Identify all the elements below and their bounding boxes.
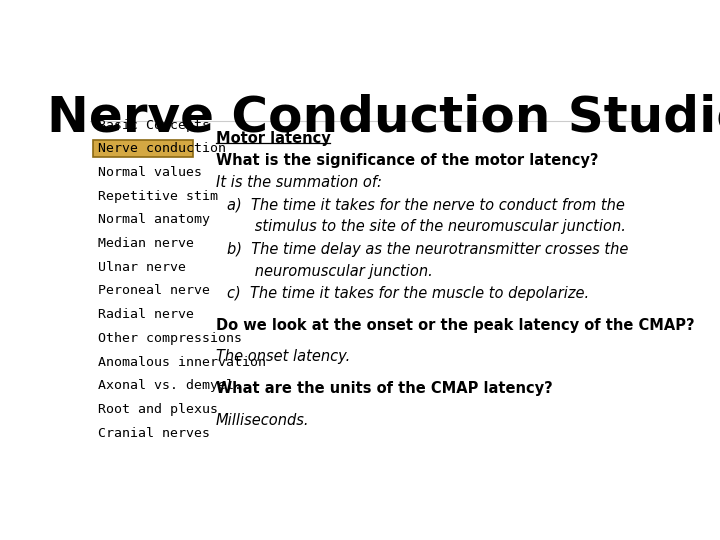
Text: Axonal vs. demyel.: Axonal vs. demyel. <box>99 379 243 392</box>
Text: Do we look at the onset or the peak latency of the CMAP?: Do we look at the onset or the peak late… <box>215 318 694 333</box>
Text: It is the summation of:: It is the summation of: <box>215 176 382 191</box>
Text: c)  The time it takes for the muscle to depolarize.: c) The time it takes for the muscle to d… <box>227 286 589 301</box>
Text: a)  The time it takes for the nerve to conduct from the: a) The time it takes for the nerve to co… <box>227 198 624 212</box>
Text: Cranial nerves: Cranial nerves <box>99 427 210 440</box>
Text: What is the significance of the motor latency?: What is the significance of the motor la… <box>215 153 598 168</box>
Text: Anomalous innervation: Anomalous innervation <box>99 356 266 369</box>
Text: Radial nerve: Radial nerve <box>99 308 194 321</box>
Text: Nerve conduction: Nerve conduction <box>99 143 226 156</box>
Text: Peroneal nerve: Peroneal nerve <box>99 285 210 298</box>
Text: Motor latency: Motor latency <box>215 131 330 146</box>
Text: What are the units of the CMAP latency?: What are the units of the CMAP latency? <box>215 381 552 396</box>
FancyBboxPatch shape <box>93 140 193 157</box>
Text: Normal anatomy: Normal anatomy <box>99 213 210 226</box>
Text: Ulnar nerve: Ulnar nerve <box>99 261 186 274</box>
Text: neuromuscular junction.: neuromuscular junction. <box>227 264 433 279</box>
Text: Basic Concepts: Basic Concepts <box>99 119 210 132</box>
Text: stimulus to the site of the neuromuscular junction.: stimulus to the site of the neuromuscula… <box>227 219 626 234</box>
Text: The onset latency.: The onset latency. <box>215 349 350 364</box>
Text: Nerve Conduction Studies: Nerve Conduction Studies <box>47 94 720 142</box>
Text: Root and plexus: Root and plexus <box>99 403 218 416</box>
Text: Normal values: Normal values <box>99 166 202 179</box>
Text: Milliseconds.: Milliseconds. <box>215 414 309 428</box>
Text: Other compressions: Other compressions <box>99 332 243 345</box>
Text: Repetitive stim: Repetitive stim <box>99 190 218 202</box>
Text: Median nerve: Median nerve <box>99 237 194 250</box>
Text: b)  The time delay as the neurotransmitter crosses the: b) The time delay as the neurotransmitte… <box>227 241 628 256</box>
